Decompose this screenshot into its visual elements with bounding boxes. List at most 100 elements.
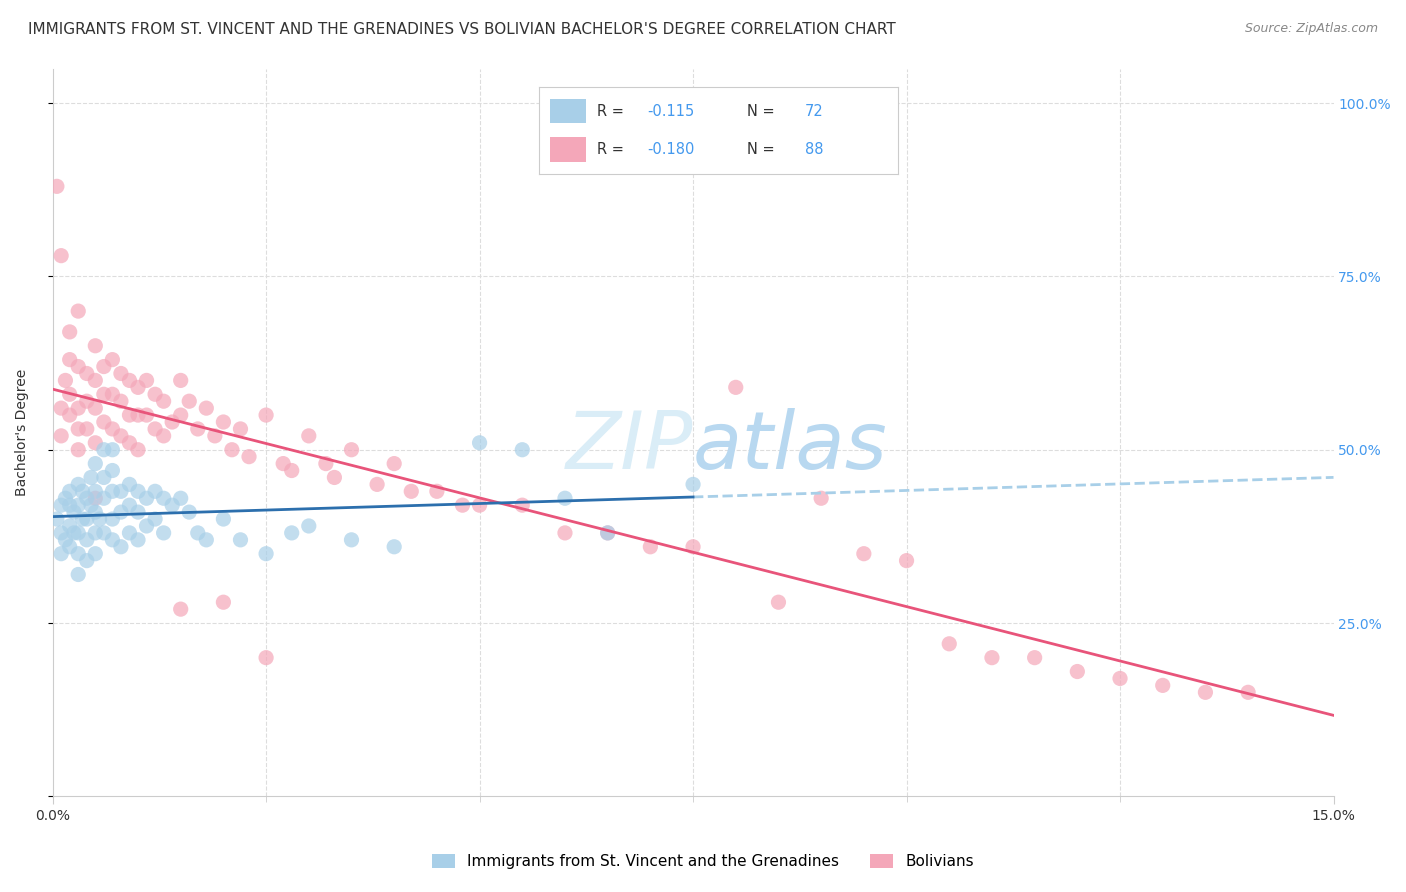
Point xyxy=(118,408,141,422)
Point xyxy=(554,525,576,540)
Point xyxy=(76,422,98,436)
Point xyxy=(143,512,166,526)
Point xyxy=(135,408,157,422)
Point xyxy=(451,498,474,512)
Point xyxy=(152,429,174,443)
Point xyxy=(93,415,115,429)
Point xyxy=(110,505,132,519)
Legend: Immigrants from St. Vincent and the Grenadines, Bolivians: Immigrants from St. Vincent and the Gren… xyxy=(426,848,980,875)
Point xyxy=(221,442,243,457)
Point xyxy=(45,179,67,194)
Point xyxy=(170,408,193,422)
Point xyxy=(67,442,90,457)
Point xyxy=(127,533,149,547)
Point xyxy=(229,422,252,436)
Point xyxy=(67,422,90,436)
Point xyxy=(49,547,72,561)
Point xyxy=(101,422,124,436)
Point xyxy=(93,491,115,506)
Point xyxy=(101,352,124,367)
Point xyxy=(254,650,277,665)
Point xyxy=(229,533,252,547)
Point xyxy=(59,325,82,339)
Point xyxy=(76,512,98,526)
Point xyxy=(118,477,141,491)
Point xyxy=(110,367,132,381)
Point xyxy=(59,387,82,401)
Point xyxy=(84,525,107,540)
Point xyxy=(72,484,94,499)
Point xyxy=(76,533,98,547)
Point xyxy=(49,249,72,263)
Point xyxy=(280,525,302,540)
Y-axis label: Bachelor's Degree: Bachelor's Degree xyxy=(15,368,30,496)
Point xyxy=(204,429,226,443)
Point xyxy=(896,554,918,568)
Text: ZIP: ZIP xyxy=(565,408,693,486)
Point xyxy=(84,491,107,506)
Point xyxy=(84,401,107,416)
Point xyxy=(110,540,132,554)
Point xyxy=(101,512,124,526)
Point xyxy=(110,394,132,409)
Point xyxy=(59,484,82,499)
Point xyxy=(127,380,149,394)
Point xyxy=(179,394,201,409)
Point xyxy=(768,595,790,609)
Point xyxy=(67,547,90,561)
Point xyxy=(468,435,491,450)
Point xyxy=(59,352,82,367)
Point xyxy=(187,422,209,436)
Point xyxy=(152,394,174,409)
Point xyxy=(110,484,132,499)
Point xyxy=(76,394,98,409)
Point xyxy=(426,484,449,499)
Point xyxy=(187,525,209,540)
Point xyxy=(315,457,337,471)
Point xyxy=(170,373,193,387)
Point xyxy=(45,512,67,526)
Point xyxy=(84,435,107,450)
Point xyxy=(101,387,124,401)
Point xyxy=(1152,678,1174,692)
Point xyxy=(59,408,82,422)
Point xyxy=(101,484,124,499)
Point xyxy=(76,554,98,568)
Point xyxy=(340,442,363,457)
Point xyxy=(63,525,86,540)
Point xyxy=(80,470,103,484)
Point xyxy=(135,491,157,506)
Point xyxy=(49,498,72,512)
Point xyxy=(49,429,72,443)
Point xyxy=(49,401,72,416)
Point xyxy=(118,435,141,450)
Point xyxy=(212,415,235,429)
Point xyxy=(682,540,704,554)
Point xyxy=(93,470,115,484)
Point xyxy=(80,498,103,512)
Point xyxy=(84,547,107,561)
Point xyxy=(67,401,90,416)
Point xyxy=(340,533,363,547)
Point xyxy=(170,491,193,506)
Point xyxy=(143,387,166,401)
Point xyxy=(84,457,107,471)
Point xyxy=(298,519,321,533)
Point xyxy=(938,637,960,651)
Point xyxy=(724,380,747,394)
Point xyxy=(510,442,533,457)
Point xyxy=(76,491,98,506)
Point xyxy=(212,512,235,526)
Point xyxy=(59,540,82,554)
Point xyxy=(981,650,1004,665)
Point xyxy=(366,477,388,491)
Point xyxy=(127,505,149,519)
Point xyxy=(93,525,115,540)
Point xyxy=(127,408,149,422)
Point xyxy=(382,457,405,471)
Point xyxy=(67,477,90,491)
Point xyxy=(67,304,90,318)
Point xyxy=(84,484,107,499)
Point xyxy=(93,387,115,401)
Point xyxy=(401,484,423,499)
